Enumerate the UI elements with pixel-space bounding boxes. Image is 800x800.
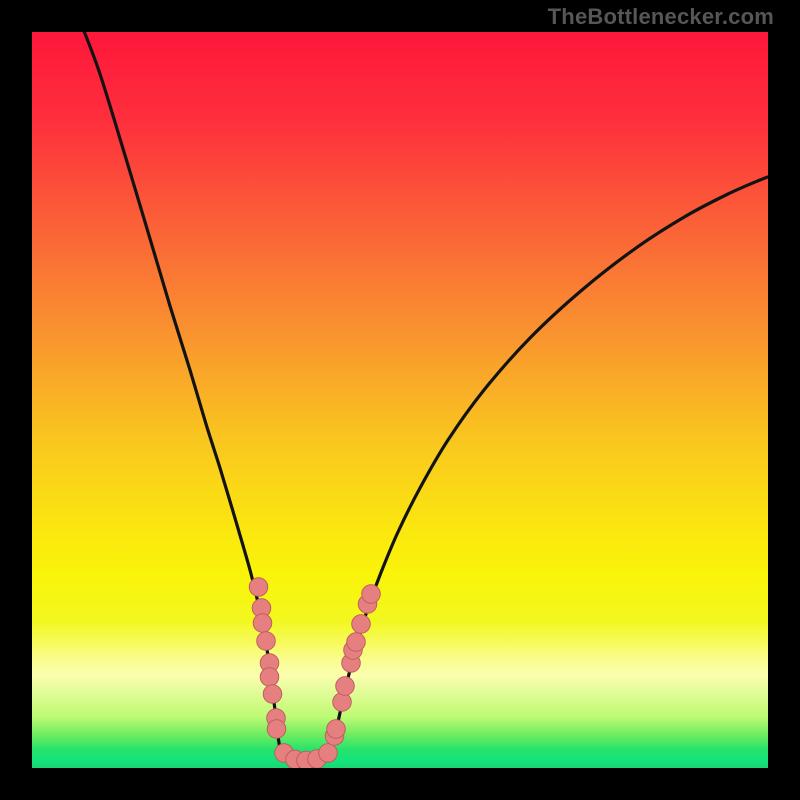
marker-dot (249, 578, 268, 597)
marker-dot (347, 633, 366, 652)
marker-dot (362, 585, 381, 604)
marker-dot (336, 677, 355, 696)
marker-dot (263, 685, 282, 704)
chart-overlay (32, 32, 768, 768)
marker-dot (333, 693, 352, 712)
markers-group (249, 578, 380, 768)
curve-right-branch (333, 175, 768, 744)
attribution-text: TheBottlenecker.com (548, 4, 774, 30)
marker-dot (352, 615, 371, 634)
marker-dot (253, 614, 272, 633)
marker-dot (319, 744, 338, 763)
marker-dot (257, 632, 276, 651)
marker-dot (267, 720, 286, 739)
chart-area (32, 32, 768, 768)
marker-dot (327, 720, 346, 739)
curve-left-branch (82, 32, 280, 746)
marker-dot (260, 668, 279, 687)
